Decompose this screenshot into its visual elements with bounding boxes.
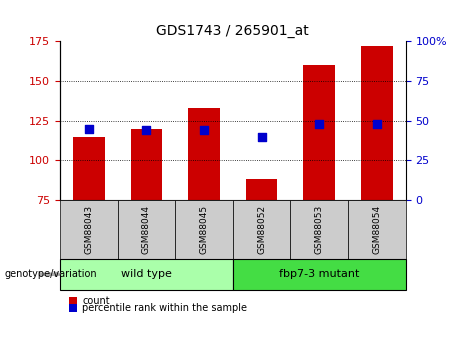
Point [258,134,266,139]
Point [373,121,381,127]
Text: GSM88052: GSM88052 [257,205,266,254]
Text: percentile rank within the sample: percentile rank within the sample [82,303,247,313]
Text: GSM88044: GSM88044 [142,205,151,254]
Text: genotype/variation: genotype/variation [5,269,97,279]
Point [200,128,207,133]
Text: GSM88054: GSM88054 [372,205,381,254]
Bar [73,137,105,200]
Bar [361,46,393,200]
Text: GSM88053: GSM88053 [315,205,324,254]
Point [315,121,323,127]
Text: fbp7-3 mutant: fbp7-3 mutant [279,269,360,279]
Title: GDS1743 / 265901_at: GDS1743 / 265901_at [156,23,309,38]
Bar [130,129,162,200]
Text: count: count [82,296,110,306]
Text: GSM88043: GSM88043 [84,205,93,254]
Text: wild type: wild type [121,269,172,279]
Point [85,126,92,131]
Point [142,128,150,133]
Bar [303,65,335,200]
Text: GSM88045: GSM88045 [200,205,208,254]
Bar [246,179,278,200]
Bar [188,108,220,200]
